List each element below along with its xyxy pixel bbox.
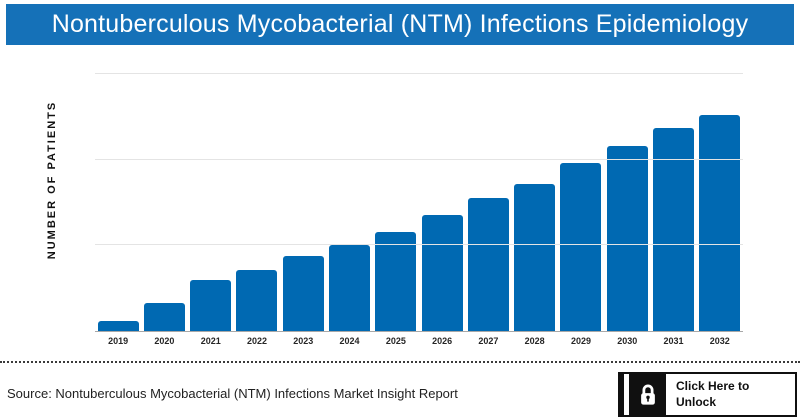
bar-column-2021 [188, 280, 234, 331]
bar-column-2028 [512, 184, 558, 331]
plot-area [95, 70, 743, 332]
x-tick-2032: 2032 [709, 336, 730, 346]
bar-2030 [606, 146, 648, 331]
bar-2019 [97, 321, 139, 331]
bar-2026 [421, 215, 463, 331]
unlock-button-gap [624, 374, 629, 415]
bar-2020 [143, 303, 185, 331]
bar-column-2020 [141, 303, 187, 331]
dotted-divider [0, 361, 800, 363]
x-tick-2030: 2030 [617, 336, 638, 346]
x-tick-2020: 2020 [154, 336, 175, 346]
bar-column-2026 [419, 215, 465, 331]
bar-2029 [560, 163, 602, 331]
bars-container [95, 70, 743, 331]
bar-2027 [467, 198, 509, 331]
bar-2025 [375, 232, 417, 331]
bar-column-2019 [95, 321, 141, 331]
bar-column-2025 [373, 232, 419, 331]
bar-column-2030 [604, 146, 650, 331]
bar-column-2022 [234, 270, 280, 331]
x-tick-2027: 2027 [478, 336, 499, 346]
bar-2028 [514, 184, 556, 331]
gridline [95, 159, 743, 160]
gridline [95, 244, 743, 245]
x-axis-labels: 2019 2020 2021 2022 2023 2024 2025 2026 2027 2028… [95, 336, 743, 346]
bar-2024 [329, 245, 371, 331]
header-banner: Nontuberculous Mycobacterial (NTM) Infec… [6, 4, 794, 45]
y-axis-label: NUMBER OF PATIENTS [46, 100, 58, 260]
bar-2023 [282, 256, 324, 331]
x-tick-2021: 2021 [200, 336, 221, 346]
bar-2022 [236, 270, 278, 331]
unlock-button[interactable]: Click Here to Unlock [618, 372, 797, 417]
x-tick-2028: 2028 [524, 336, 545, 346]
x-tick-2025: 2025 [385, 336, 406, 346]
bar-column-2023 [280, 256, 326, 331]
unlock-label-line1: Click Here to [676, 378, 750, 393]
bar-column-2031 [650, 128, 696, 331]
bar-column-2032 [697, 115, 743, 331]
bar-2021 [190, 280, 232, 331]
bar-column-2029 [558, 163, 604, 331]
gridline [95, 73, 743, 74]
unlock-label-line2: Unlock [676, 394, 717, 409]
source-text: Source: Nontuberculous Mycobacterial (NT… [7, 386, 458, 401]
page-title: Nontuberculous Mycobacterial (NTM) Infec… [51, 10, 749, 38]
x-tick-2031: 2031 [663, 336, 684, 346]
x-tick-2026: 2026 [432, 336, 453, 346]
lock-icon [629, 374, 666, 415]
x-tick-2019: 2019 [108, 336, 129, 346]
x-tick-2023: 2023 [293, 336, 314, 346]
bar-2032 [699, 115, 741, 331]
x-tick-2029: 2029 [570, 336, 591, 346]
bar-column-2024 [326, 245, 372, 331]
x-tick-2022: 2022 [246, 336, 267, 346]
bar-column-2027 [465, 198, 511, 331]
x-tick-2024: 2024 [339, 336, 360, 346]
bar-2031 [653, 128, 695, 331]
unlock-button-label: Click Here to Unlock [666, 374, 795, 415]
